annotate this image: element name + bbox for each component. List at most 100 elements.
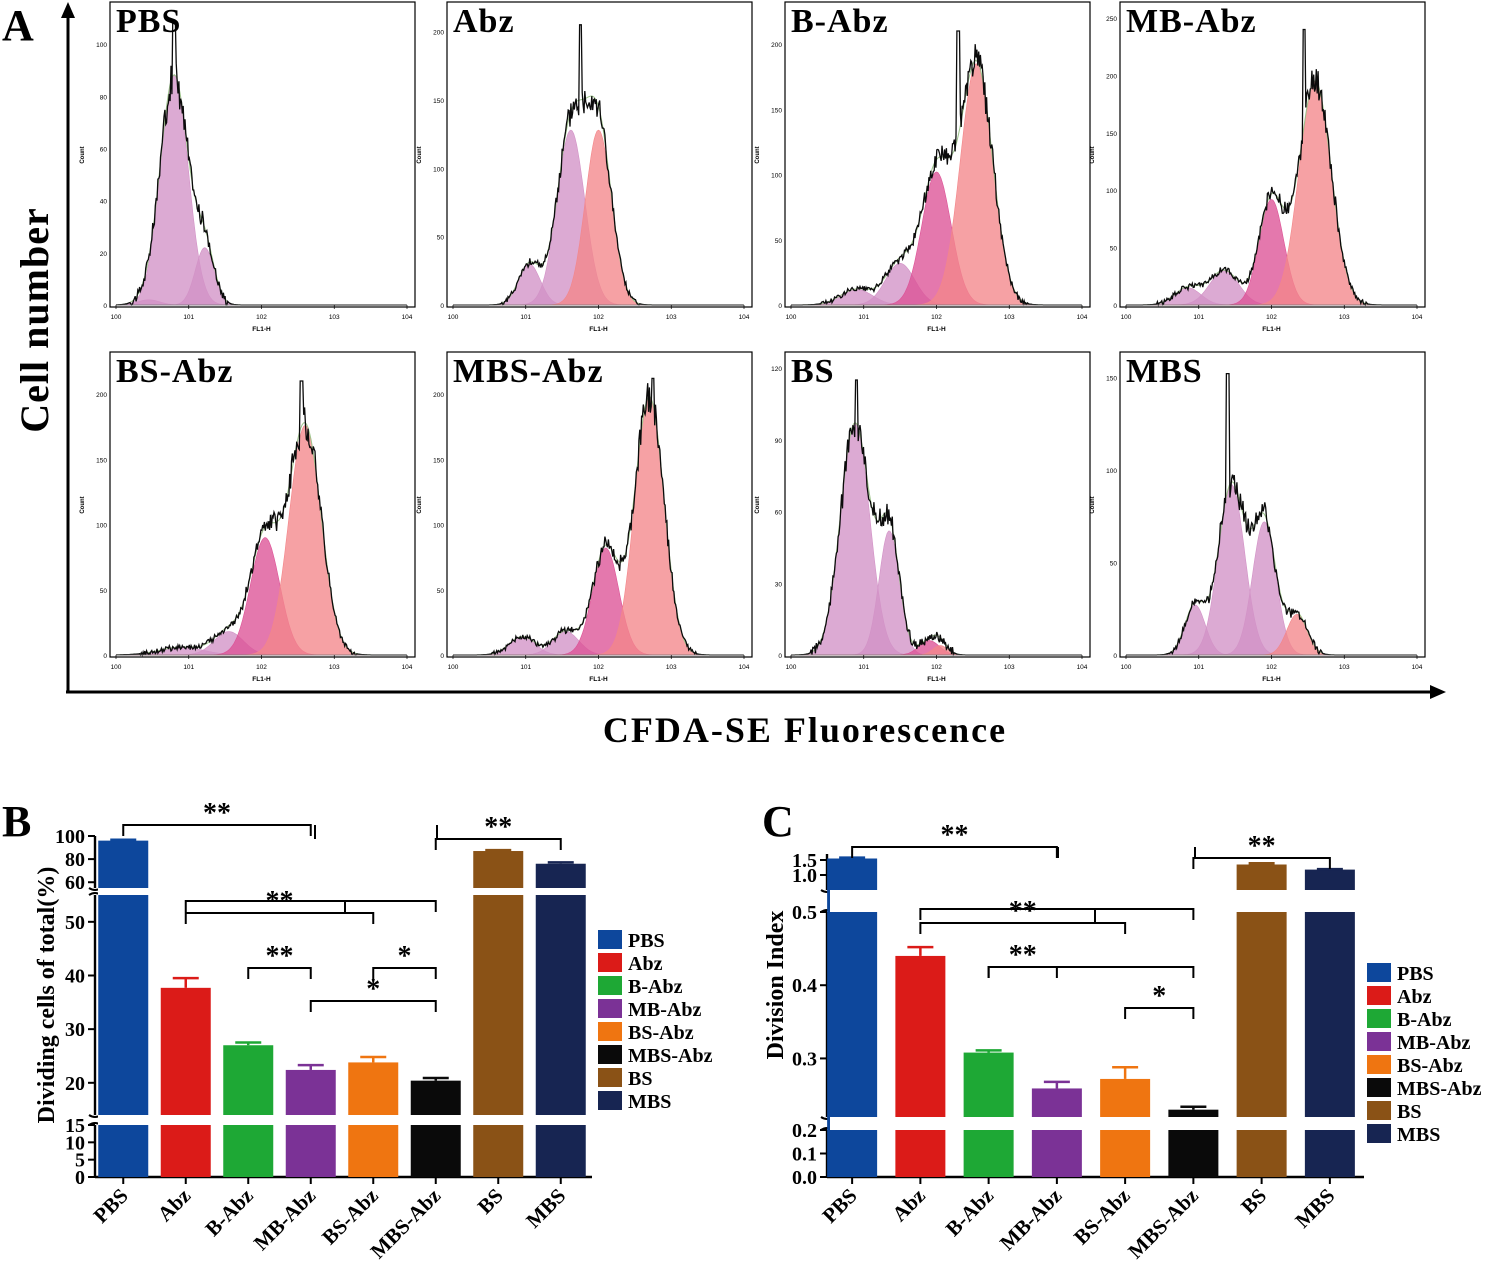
- x-tick-label: 100: [786, 664, 797, 671]
- y-tick-label: 50: [775, 238, 783, 245]
- histogram-panel-PBS: 0 20 40 60 80 100 100 101 102 103 104 FL1-H Count PBS: [80, 1, 416, 333]
- legend-swatch-BS: [1367, 1101, 1391, 1120]
- x-tick-label: 100: [111, 314, 122, 321]
- x-tick-label-MBS-Abz: MBS-Abz: [1123, 1184, 1203, 1264]
- histogram-frame: [784, 351, 1091, 658]
- y-axis-title: Division Index: [763, 911, 789, 1060]
- raw-histogram-line: [1126, 28, 1417, 307]
- x-tick-label-B-Abz: B-Abz: [200, 1184, 257, 1241]
- histogram-title: BS: [791, 353, 835, 390]
- legend-label-Abz: Abz: [628, 953, 663, 975]
- break-band: [830, 1117, 1364, 1130]
- y-tick-label: 0: [440, 303, 444, 310]
- fit-curve-3: [453, 129, 744, 306]
- fit-curve-3: [791, 171, 1082, 306]
- x-tick-label: 102: [593, 664, 604, 671]
- fl-axis-label: FL1-H: [589, 326, 608, 333]
- y-tick-label: 0.2: [792, 1120, 817, 1142]
- significance-label: **: [266, 941, 294, 972]
- histogram-frame: [446, 351, 753, 658]
- significance-bracket: [184, 912, 375, 924]
- y-tick-label: 0: [1113, 303, 1117, 310]
- panel-a-letter: A: [2, 1, 34, 50]
- y-tick-label: 50: [100, 588, 108, 595]
- significance-label: **: [266, 886, 294, 917]
- legend-swatch-MBS-Abz: [1367, 1078, 1391, 1097]
- fl-axis-label: FL1-H: [252, 326, 271, 333]
- x-tick-label: 103: [1004, 314, 1015, 321]
- legend-swatch-PBS: [1367, 963, 1391, 982]
- legend-label-MBS: MBS: [628, 1091, 671, 1113]
- significance-label: *: [1152, 981, 1166, 1012]
- y-tick-label: 30: [775, 581, 783, 588]
- x-tick-label-Abz: Abz: [887, 1184, 930, 1227]
- legend-swatch-BS-Abz: [1367, 1055, 1391, 1074]
- x-tick-label: 103: [329, 314, 340, 321]
- legend-swatch-MBS: [1367, 1124, 1391, 1143]
- x-tick-label: 100: [448, 314, 459, 321]
- legend-swatch-PBS: [598, 930, 622, 949]
- legend-label-BS-Abz: BS-Abz: [628, 1022, 694, 1044]
- y-tick-label: 0: [778, 653, 782, 660]
- y-tick-label: 50: [437, 588, 445, 595]
- histogram-panel-MBS: 0 50 100 150 100 101 102 103 104 FL1-H Count MBS: [1090, 351, 1426, 683]
- x-tick-label: 100: [786, 314, 797, 321]
- y-tick-label: 100: [96, 42, 107, 49]
- x-tick-label: 102: [593, 314, 604, 321]
- panel-letter: B: [2, 797, 31, 846]
- x-tick-label: 103: [666, 314, 677, 321]
- significance-bracket: [122, 824, 312, 836]
- x-tick-label: 101: [1193, 664, 1204, 671]
- y-tick-label: 0.5: [792, 902, 817, 924]
- bar-BS: [473, 851, 524, 1177]
- significance-bracket: [851, 846, 1058, 858]
- y-tick-label: 50: [65, 912, 85, 934]
- fl-axis-label: FL1-H: [589, 676, 608, 683]
- bar-Abz: [895, 955, 946, 1177]
- x-tick-label: 102: [931, 314, 942, 321]
- legend-label-BS-Abz: BS-Abz: [1397, 1055, 1463, 1077]
- significance-label: *: [366, 974, 380, 1005]
- significance-bracket: [1124, 1007, 1195, 1019]
- count-axis-label: Count: [80, 496, 86, 513]
- bar-MBS: [1304, 869, 1355, 1177]
- panel-a: A Cell number CFDA-SE Fluorescence 0 20 40 60 8…: [2, 1, 1446, 750]
- significance-bracket: [309, 1000, 437, 1012]
- significance-bracket: [919, 908, 1195, 920]
- histogram-panel-Abz: 0 50 100 150 200 100 101 102 103 104 FL1-H Count Abz: [417, 1, 753, 333]
- significance-label: **: [941, 820, 969, 851]
- legend-swatch-MBS-Abz: [598, 1045, 622, 1064]
- x-tick-label: 101: [1193, 314, 1204, 321]
- y-axis-title: Dividing cells of total(%): [34, 867, 60, 1124]
- significance-bracket: [247, 967, 312, 979]
- x-tick-label-PBS: PBS: [817, 1184, 861, 1228]
- y-tick-label: 0.4: [792, 975, 817, 997]
- y-tick-label: 60: [775, 510, 783, 517]
- bar-B-Abz: [963, 1052, 1014, 1177]
- y-tick-label: 0: [103, 653, 107, 660]
- y-tick-label: 200: [96, 392, 107, 399]
- count-axis-label: Count: [755, 146, 761, 163]
- fit-curve-3: [1126, 199, 1417, 306]
- x-tick-label-BS: BS: [473, 1184, 508, 1219]
- x-tick-label: 101: [858, 314, 869, 321]
- fl-axis-label: FL1-H: [252, 676, 271, 683]
- legend-label-B-Abz: B-Abz: [1397, 1009, 1452, 1031]
- fit-curve-3: [116, 537, 407, 656]
- legend-label-MBS-Abz: MBS-Abz: [628, 1045, 713, 1067]
- legend-label-MBS-Abz: MBS-Abz: [1397, 1078, 1482, 1100]
- legend-label-Abz: Abz: [1397, 986, 1432, 1008]
- histogram-title: MBS-Abz: [453, 353, 604, 390]
- histogram-frame: [109, 351, 416, 658]
- significance-label: **: [203, 798, 231, 829]
- legend-label-MBS: MBS: [1397, 1124, 1440, 1146]
- significance-label: **: [1248, 831, 1276, 862]
- x-tick-label-MB-Abz: MB-Abz: [249, 1184, 320, 1255]
- legend-swatch-MB-Abz: [598, 999, 622, 1018]
- count-axis-label: Count: [80, 146, 86, 163]
- legend-swatch-Abz: [1367, 986, 1391, 1005]
- x-tick-label: 103: [329, 664, 340, 671]
- a-big-x-arrow: [1430, 685, 1446, 699]
- y-tick-label: 100: [771, 173, 782, 180]
- y-tick-label: 0: [1113, 653, 1117, 660]
